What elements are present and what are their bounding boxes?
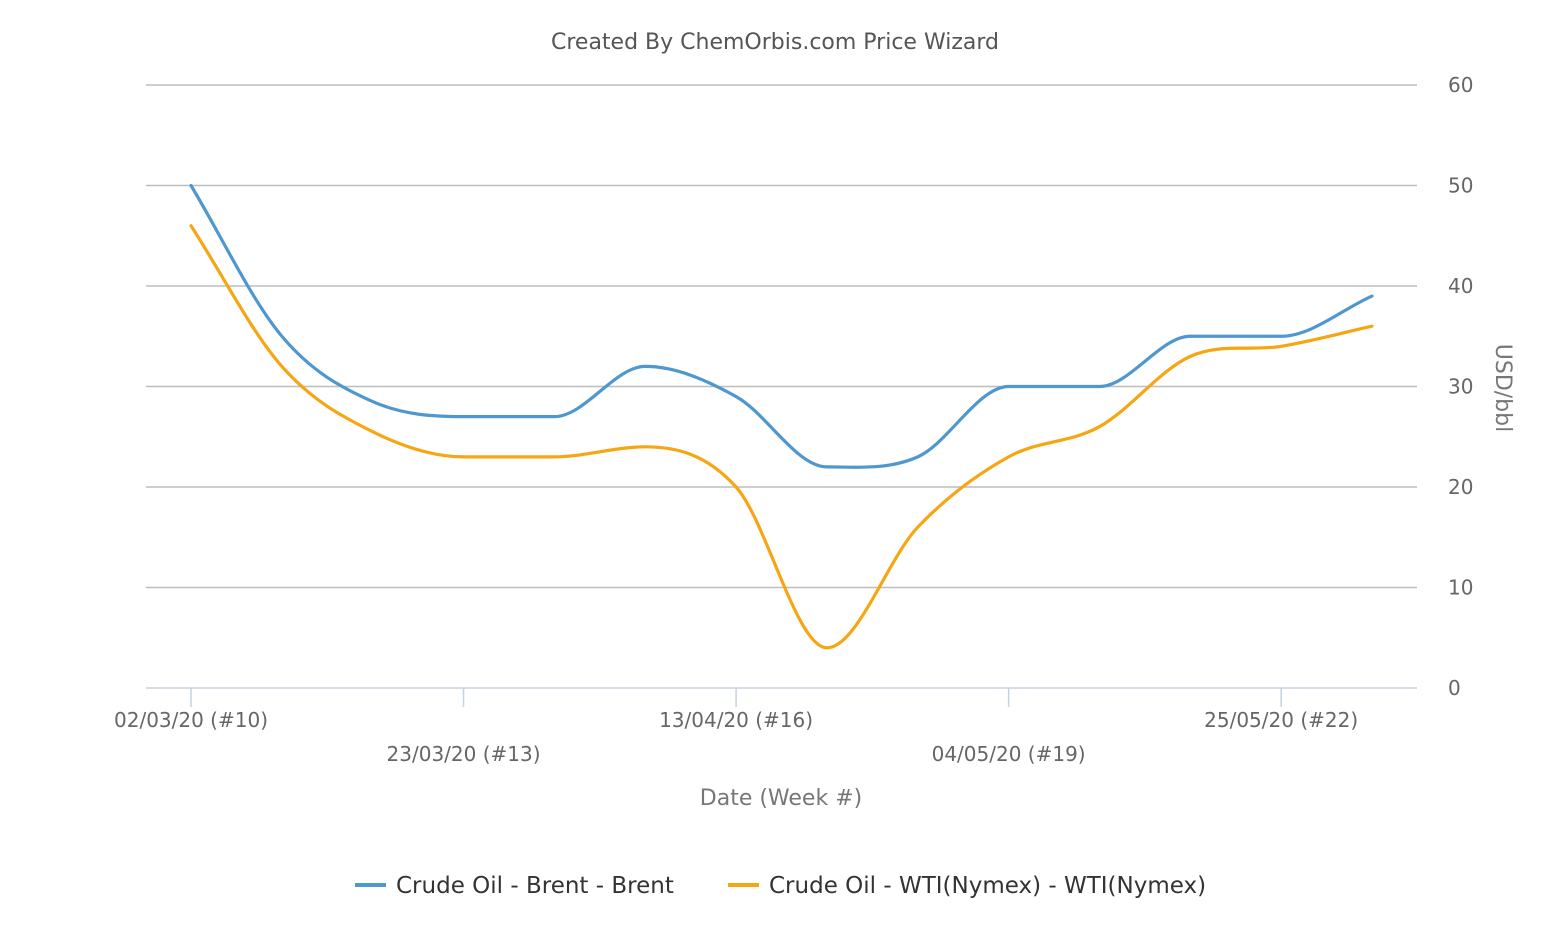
legend-label: Crude Oil - Brent - Brent — [396, 873, 674, 899]
x-tick-label: 25/05/20 (#22) — [1204, 708, 1358, 732]
x-axis-title: Date (Week #) — [700, 786, 862, 811]
gridlines — [146, 84, 1417, 589]
y-axis-title: USD/bbl — [1490, 344, 1515, 432]
legend-label: Crude Oil - WTI(Nymex) - WTI(Nymex) — [769, 873, 1206, 899]
y-tick-label: 50 — [1448, 174, 1473, 198]
series-line-2 — [189, 224, 1374, 650]
legend: Crude Oil - Brent - Brent Crude Oil - WTI… — [355, 873, 1206, 899]
y-tick-label: 60 — [1448, 73, 1473, 97]
y-tick-label: 20 — [1448, 475, 1473, 499]
x-axis: 02/03/20 (#10) 23/03/20 (#13) 13/04/20 (#1… — [114, 687, 1417, 766]
series-lines — [189, 183, 1374, 650]
y-tick-label: 0 — [1448, 676, 1461, 700]
x-tick-label: 04/05/20 (#19) — [932, 742, 1086, 766]
y-tick-label: 10 — [1448, 576, 1473, 600]
y-tick-label: 40 — [1448, 274, 1473, 298]
x-tick-label: 13/04/20 (#16) — [659, 708, 813, 732]
series-line-1 — [189, 183, 1374, 469]
x-tick-label: 23/03/20 (#13) — [387, 742, 541, 766]
y-tick-label: 30 — [1448, 375, 1473, 399]
chart-title: Created By ChemOrbis.com Price Wizard — [551, 30, 999, 55]
x-tick-label: 02/03/20 (#10) — [114, 708, 268, 732]
y-axis-ticks: 0 10 20 30 40 50 60 — [1448, 73, 1473, 700]
